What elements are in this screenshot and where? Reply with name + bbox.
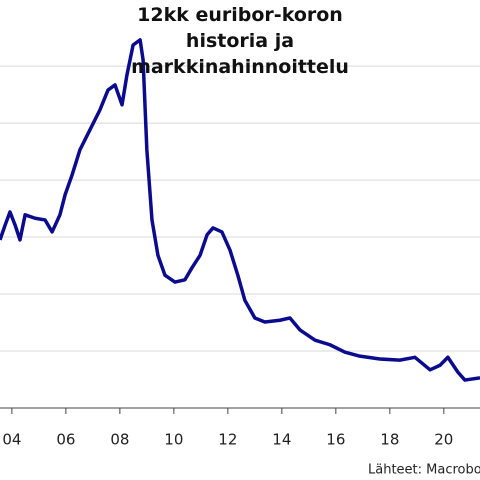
source-note: Lähteet: Macrobon	[368, 463, 480, 478]
data-line	[0, 38, 480, 382]
x-tick-label: 14	[272, 431, 291, 449]
x-tick-label: 10	[164, 431, 183, 449]
x-tick-label: 06	[56, 431, 75, 449]
x-tick-label: 12	[218, 431, 237, 449]
x-tick-label: 04	[2, 431, 21, 449]
x-tick-label: 18	[380, 431, 399, 449]
x-tick-label: 16	[326, 431, 345, 449]
x-tick-label: 20	[434, 431, 453, 449]
x-tick-label: 08	[110, 431, 129, 449]
chart-title: 12kk euribor-koron historia ja markkinah…	[131, 4, 349, 78]
